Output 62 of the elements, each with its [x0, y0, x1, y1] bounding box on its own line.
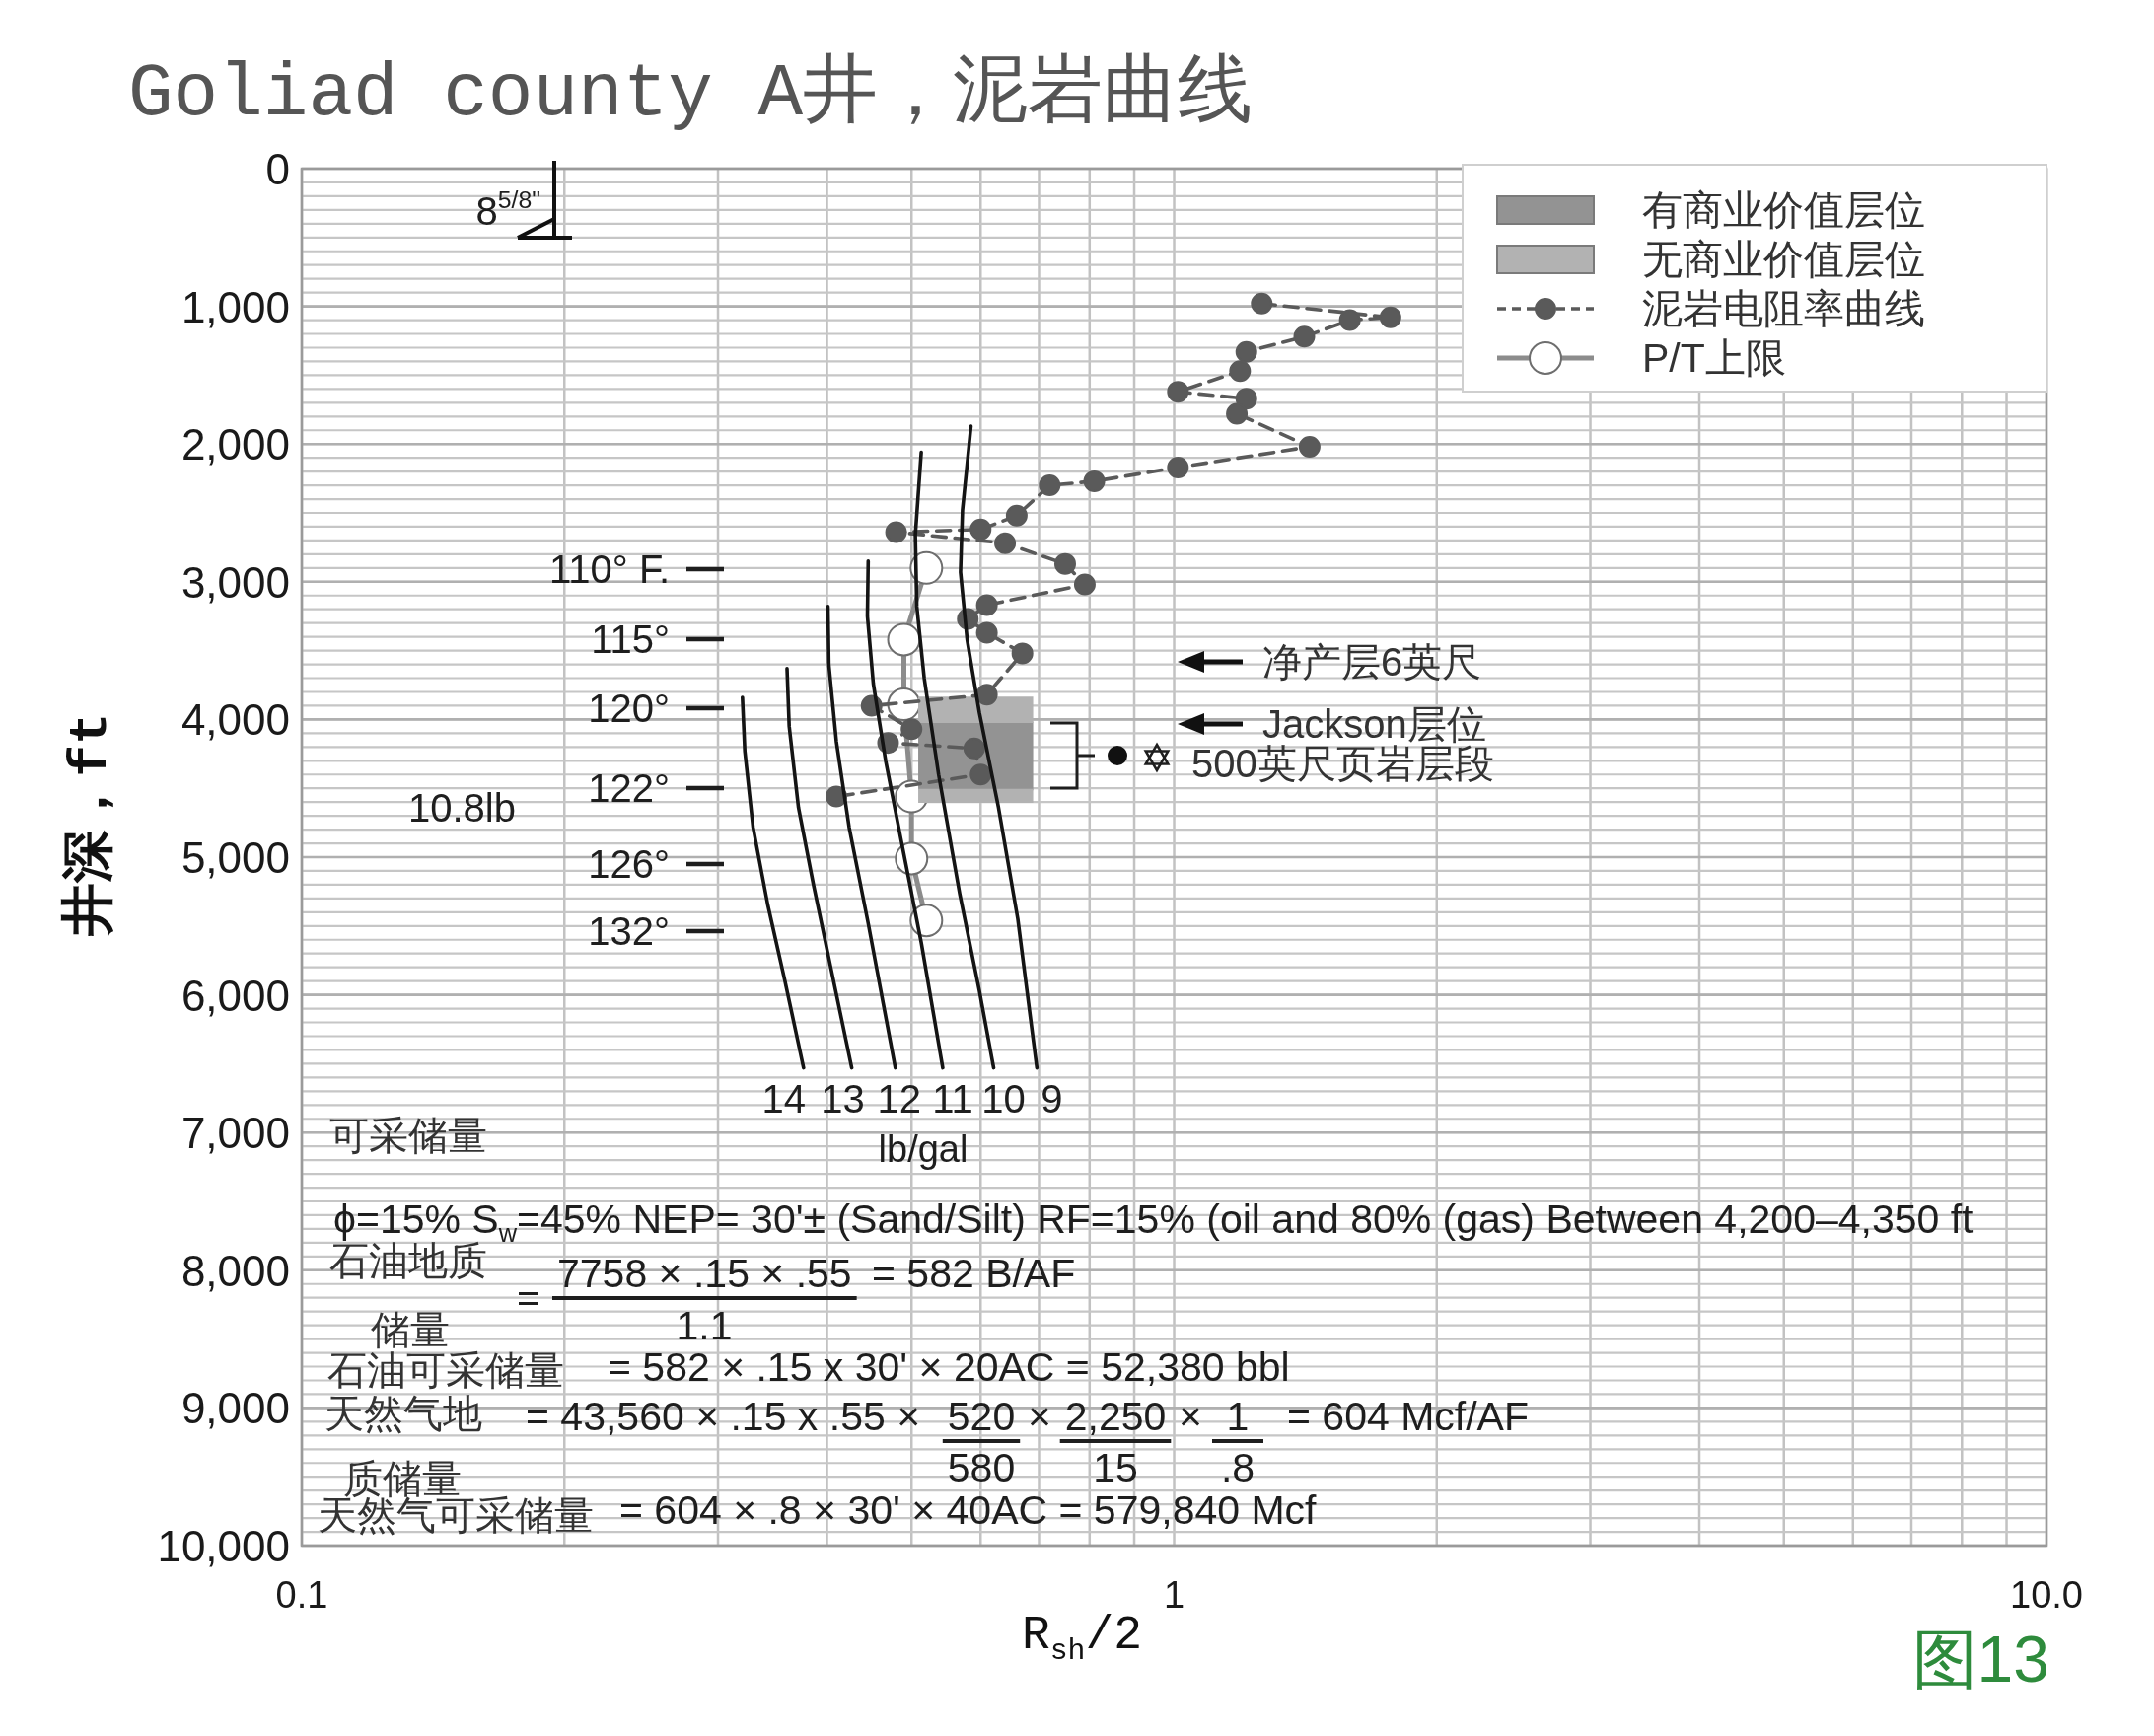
annotation: 13	[821, 1076, 865, 1121]
annotation: 11	[932, 1076, 973, 1121]
annotation: 石油可采储量	[327, 1348, 564, 1392]
annotation: 120°	[588, 687, 670, 730]
annotation: 14	[761, 1076, 806, 1121]
annotation: 110° F.	[549, 547, 670, 591]
annotation: 126°	[588, 842, 670, 886]
y-tick-label: 10,000	[157, 1521, 290, 1570]
legend-label: P/T上限	[1642, 335, 1786, 381]
caption: 图13	[1911, 1623, 2049, 1696]
y-axis-title: 井深，ft	[59, 712, 121, 938]
y-tick-label: 8,000	[180, 1246, 290, 1295]
x-tick-label: 1	[1163, 1574, 1185, 1616]
annotation: 可采储量	[329, 1114, 487, 1157]
annotation: 7758 × .15 × .55	[557, 1251, 852, 1296]
annotation: 9	[1041, 1076, 1063, 1121]
annotation: 2,250	[1064, 1394, 1167, 1439]
chart-title: Goliad county A井，泥岩曲线	[128, 52, 1254, 137]
annotation: =	[517, 1275, 540, 1321]
annotation: 10.8lb	[408, 786, 516, 830]
y-tick-label: 1,000	[180, 282, 290, 331]
annotation: = 582 B/AF	[872, 1251, 1076, 1296]
y-tick-label: 0	[265, 144, 290, 193]
x-axis-title: R$_{sh}$/2	[1021, 1609, 1143, 1668]
x-tick-label: 10.0	[2010, 1574, 2083, 1616]
annotation: 1	[1226, 1394, 1250, 1439]
annotation: = 604 × .8 × 30' × 40AC = 579,840 Mcf	[619, 1487, 1318, 1533]
annotation: = 43,560 × .15 x .55 ×	[526, 1394, 921, 1439]
y-tick-label: 7,000	[180, 1108, 290, 1157]
annotation: 132°	[588, 909, 670, 953]
annotation: 净产层6英尺	[1262, 640, 1482, 684]
annotation: 8$^{5/8"}$	[475, 186, 540, 233]
line-series	[741, 695, 806, 1070]
y-tick-label: 4,000	[180, 694, 290, 744]
line-series	[959, 424, 1040, 1070]
annotation: 122°	[588, 766, 670, 810]
y-tick-label: 6,000	[180, 971, 290, 1020]
annotation: = 604 Mcf/AF	[1287, 1394, 1529, 1439]
annotation: ×	[1028, 1394, 1051, 1439]
annotation: Jackson层位	[1262, 702, 1486, 746]
annotation: 520	[947, 1394, 1016, 1439]
y-tick-label: 3,000	[180, 557, 290, 607]
y-tick-label: 5,000	[180, 832, 290, 882]
annotation: 天然气地	[324, 1392, 482, 1435]
annotation: 10	[981, 1076, 1026, 1121]
annotation: 12	[877, 1076, 922, 1121]
annotation: .8	[1220, 1445, 1256, 1490]
legend-label: 无商业价值层位	[1642, 237, 1925, 282]
line-series	[826, 605, 898, 1070]
line-series	[913, 450, 996, 1070]
y-tick-label: 9,000	[180, 1383, 290, 1432]
annotation: lb/gal	[878, 1128, 969, 1170]
line-series	[785, 666, 854, 1070]
legend-label: 泥岩电阻率曲线	[1642, 286, 1925, 331]
x-tick-label: 0.1	[275, 1574, 328, 1616]
annotation: 15	[1093, 1445, 1138, 1490]
annotation: 储量	[371, 1308, 450, 1351]
annotation: 580	[947, 1445, 1016, 1490]
legend-label: 有商业价值层位	[1642, 187, 1925, 233]
annotation: 115°	[591, 617, 670, 661]
annotation: ×	[1179, 1394, 1202, 1439]
y-tick-label: 2,000	[180, 419, 290, 469]
